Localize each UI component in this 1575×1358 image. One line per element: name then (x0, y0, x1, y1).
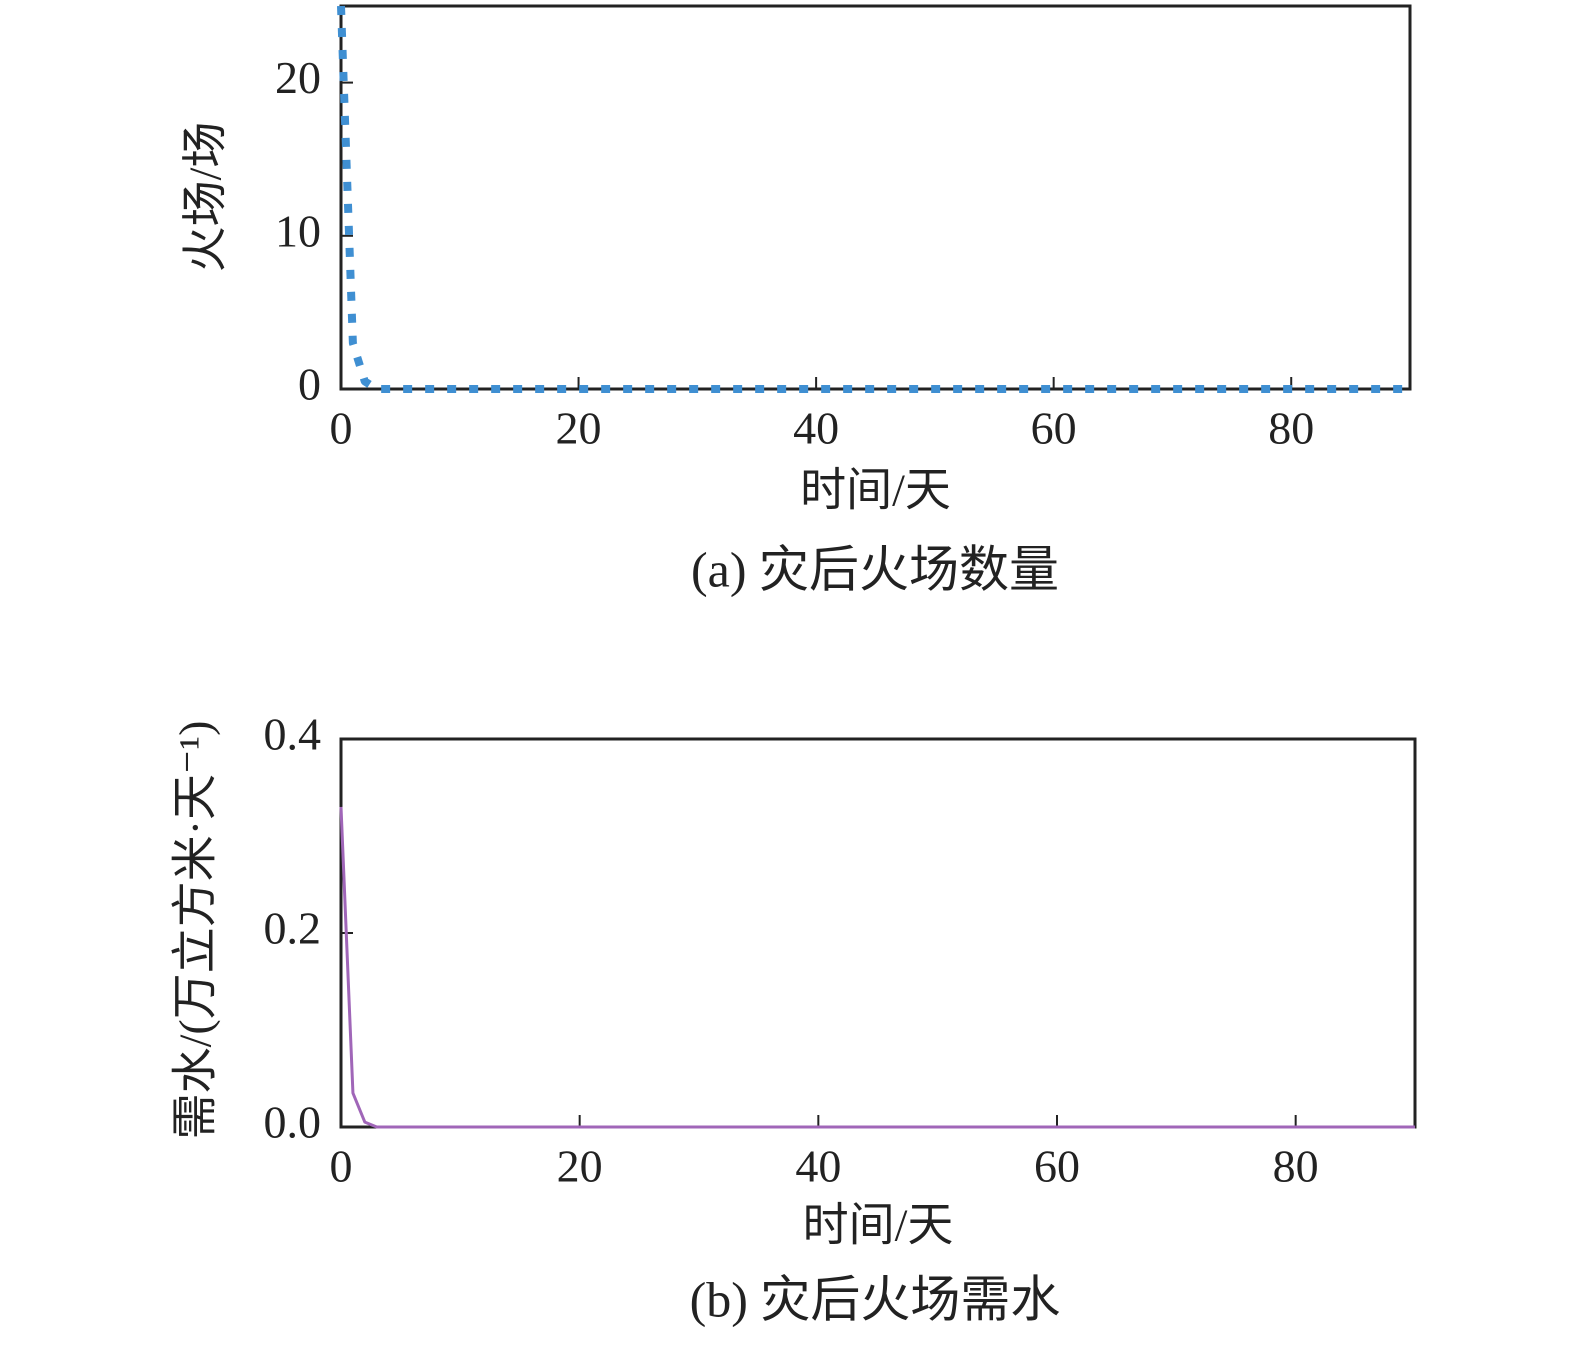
x-axis-label: 时间/天 (803, 1200, 954, 1251)
x-tick-label: 40 (793, 403, 839, 454)
x-tick-label: 60 (1031, 403, 1077, 454)
plot-frame (339, 737, 1417, 1129)
x-tick-label: 20 (556, 403, 602, 454)
y-tick-label: 0.2 (264, 903, 322, 954)
data-line (337, 5, 1410, 393)
x-axis-label: 时间/天 (800, 465, 951, 516)
y-tick-label: 0 (298, 359, 321, 410)
y-axis-label: 需水/(万立方米·天⁻¹) (170, 721, 221, 1140)
y-tick-label: 0.4 (264, 709, 322, 760)
plot-frame (339, 4, 1412, 391)
y-tick-label: 10 (275, 205, 321, 256)
x-tick-label: 0 (330, 1141, 353, 1192)
x-tick-label: 40 (795, 1141, 841, 1192)
x-tick-label: 60 (1034, 1141, 1080, 1192)
caption: (b) 灾后火场需水 (690, 1271, 1061, 1327)
y-tick-label: 0.0 (264, 1097, 322, 1148)
data-line (339, 806, 1415, 1129)
x-tick-label: 80 (1268, 403, 1314, 454)
y-tick-label: 20 (275, 52, 321, 103)
x-tick-label: 20 (557, 1141, 603, 1192)
x-tick-label: 0 (330, 403, 353, 454)
y-axis-label: 火场/场 (180, 122, 231, 273)
caption: (a) 灾后火场数量 (691, 541, 1059, 597)
x-tick-label: 80 (1273, 1141, 1319, 1192)
